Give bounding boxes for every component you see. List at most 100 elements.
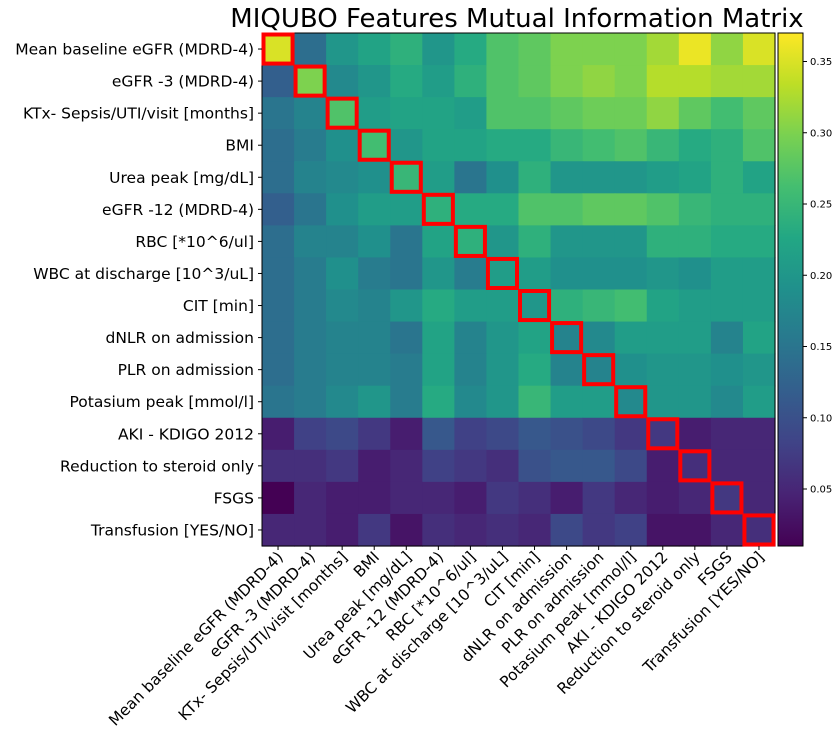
y-tick-label-13: Reduction to steroid only bbox=[60, 457, 254, 475]
heatmap-cell-r1-c5 bbox=[422, 65, 455, 98]
heatmap-cell-r14-c9 bbox=[550, 481, 584, 515]
heatmap-cell-r13-c7 bbox=[486, 449, 520, 483]
heatmap-cell-r3-c8 bbox=[518, 129, 552, 162]
heatmap-cell-r7-c11 bbox=[614, 257, 648, 291]
heatmap-cell-r9-c9 bbox=[550, 321, 584, 355]
heatmap-cell-r11-c1 bbox=[294, 385, 327, 419]
heatmap-cell-r0-c2 bbox=[326, 33, 359, 66]
heatmap-cell-r9-c6 bbox=[454, 321, 488, 355]
heatmap-cell-r6-c14 bbox=[710, 225, 744, 259]
heatmap-cell-r12-c4 bbox=[390, 417, 423, 451]
heatmap-cell-r1-c15 bbox=[742, 65, 776, 98]
heatmap-cell-r2-c4 bbox=[390, 97, 423, 130]
heatmap-cell-r8-c10 bbox=[582, 289, 616, 323]
heatmap-cell-r0-c3 bbox=[358, 33, 391, 66]
heatmap-cell-r1-c0 bbox=[262, 65, 295, 98]
heatmap-cell-r4-c15 bbox=[742, 161, 776, 194]
heatmap-cell-r4-c3 bbox=[358, 161, 391, 194]
heatmap-cell-r13-c8 bbox=[518, 449, 552, 483]
heatmap-cell-r8-c9 bbox=[550, 289, 584, 323]
colorbar-tick-label-6: 0.35 bbox=[810, 57, 832, 68]
heatmap-cell-r7-c4 bbox=[390, 257, 423, 291]
heatmap-cell-r3-c2 bbox=[326, 129, 359, 162]
heatmap-cell-r8-c12 bbox=[646, 289, 680, 323]
heatmap-cell-r7-c15 bbox=[742, 257, 776, 291]
heatmap-cell-r9-c10 bbox=[582, 321, 616, 355]
heatmap-cell-r14-c8 bbox=[518, 481, 552, 515]
heatmap-cell-r4-c5 bbox=[422, 161, 455, 194]
heatmap-cell-r3-c3 bbox=[358, 129, 391, 162]
heatmap-cell-r2-c2 bbox=[326, 97, 359, 130]
colorbar: 0.05 0.10 0.15 0.20 0.25 0.30 0.35 bbox=[777, 32, 832, 547]
heatmap-cell-r10-c2 bbox=[326, 353, 359, 387]
heatmap-cell-r4-c0 bbox=[262, 161, 295, 194]
heatmap-cell-r6-c3 bbox=[358, 225, 391, 259]
heatmap-cell-r15-c2 bbox=[326, 513, 359, 547]
heatmap-cell-r5-c11 bbox=[614, 193, 648, 226]
heatmap-cell-r10-c13 bbox=[678, 353, 712, 387]
heatmap-cell-r4-c1 bbox=[294, 161, 327, 194]
heatmap-cell-r6-c13 bbox=[678, 225, 712, 259]
heatmap-cell-r6-c5 bbox=[422, 225, 455, 259]
diagonal-highlight-10 bbox=[582, 353, 616, 387]
y-tick-label-5: eGFR -12 (MDRD-4) bbox=[102, 201, 254, 219]
heatmap-cell-r3-c1 bbox=[294, 129, 327, 162]
heatmap-cell-r1-c4 bbox=[390, 65, 423, 98]
y-tick-label-6: RBC [*10^6/ul] bbox=[135, 233, 254, 251]
heatmap-cell-r5-c6 bbox=[454, 193, 488, 226]
heatmap-cell-r9-c1 bbox=[294, 321, 327, 355]
heatmap-cell-r15-c13 bbox=[678, 513, 712, 547]
heatmap-cell-r8-c15 bbox=[742, 289, 776, 323]
heatmap-cell-r6-c0 bbox=[262, 225, 295, 259]
heatmap-cell-r5-c12 bbox=[646, 193, 680, 226]
heatmap-cell-r5-c7 bbox=[486, 193, 520, 226]
heatmap-cell-r0-c14 bbox=[710, 33, 744, 66]
heatmap-cell-r2-c9 bbox=[550, 97, 584, 130]
heatmap-cell-r1-c10 bbox=[582, 65, 616, 98]
heatmap-cell-r12-c10 bbox=[582, 417, 616, 451]
y-tick-label-15: Transfusion [YES/NO] bbox=[90, 521, 254, 539]
heatmap-cell-r1-c1 bbox=[294, 65, 327, 98]
heatmap-cell-r8-c2 bbox=[326, 289, 359, 323]
heatmap-cell-r12-c8 bbox=[518, 417, 552, 451]
y-tick-label-14: FSGS bbox=[214, 489, 254, 507]
heatmap-cell-r10-c7 bbox=[486, 353, 520, 387]
chart-title: MIQUBO Features Mutual Information Matri… bbox=[230, 4, 803, 34]
y-tick-label-2: KTx- Sepsis/UTI/visit [months] bbox=[23, 105, 254, 123]
heatmap-cell-r11-c2 bbox=[326, 385, 359, 419]
heatmap-cell-r8-c1 bbox=[294, 289, 327, 323]
diagonal-highlight-8 bbox=[518, 289, 552, 323]
heatmap-cell-r9-c4 bbox=[390, 321, 423, 355]
diagonal-highlight-1 bbox=[293, 64, 327, 98]
heatmap-cell-r2-c0 bbox=[262, 97, 295, 130]
heatmap-cell-r7-c7 bbox=[486, 257, 520, 291]
heatmap-cell-r3-c11 bbox=[614, 129, 648, 162]
colorbar-tick-label-4: 0.25 bbox=[810, 200, 832, 211]
heatmap-cell-r14-c15 bbox=[742, 481, 776, 515]
heatmap-cell-r8-c5 bbox=[422, 289, 455, 323]
y-tick-label-9: dNLR on admission bbox=[105, 329, 254, 347]
diagonal-highlight-4 bbox=[389, 160, 423, 194]
heatmap-cell-r11-c14 bbox=[710, 385, 744, 419]
heatmap-cell-r8-c7 bbox=[486, 289, 520, 323]
y-tick-label-8: CIT [min] bbox=[183, 297, 254, 315]
heatmap-cell-r10-c8 bbox=[518, 353, 552, 387]
diagonal-highlight-7 bbox=[485, 256, 519, 290]
heatmap-cell-r9-c13 bbox=[678, 321, 712, 355]
heatmap-cell-r3-c0 bbox=[262, 129, 295, 162]
heatmap-cell-r4-c2 bbox=[326, 161, 359, 194]
y-tick-label-11: Potasium peak [mmol/l] bbox=[70, 393, 254, 411]
heatmap-cell-r4-c6 bbox=[454, 161, 488, 194]
colorbar-tick-label-3: 0.20 bbox=[810, 271, 832, 282]
heatmap-cell-r10-c12 bbox=[646, 353, 680, 387]
heatmap-cell-r7-c9 bbox=[550, 257, 584, 291]
heatmap-cell-r13-c14 bbox=[710, 449, 744, 483]
heatmap-cell-r11-c13 bbox=[678, 385, 712, 419]
heatmap-cell-r7-c5 bbox=[422, 257, 455, 291]
heatmap-cell-r4-c14 bbox=[710, 161, 744, 194]
heatmap-cell-r2-c15 bbox=[742, 97, 776, 130]
heatmap-cell-r2-c6 bbox=[454, 97, 488, 130]
heatmap-cell-r1-c6 bbox=[454, 65, 488, 98]
heatmap-cell-r5-c0 bbox=[262, 193, 295, 226]
